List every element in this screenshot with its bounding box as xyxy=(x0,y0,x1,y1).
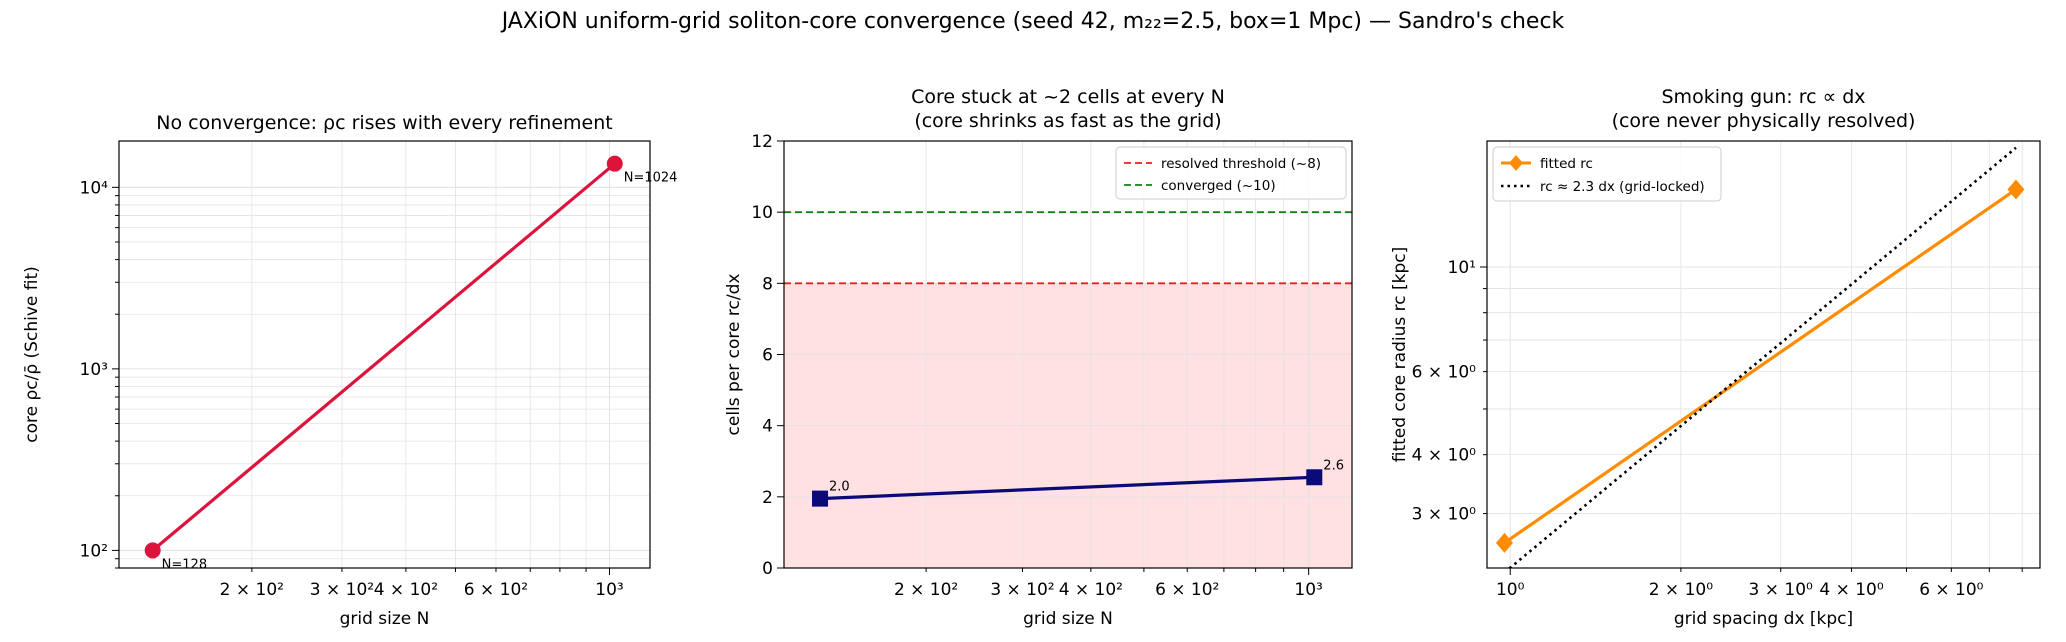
y-tick-label: 10³ xyxy=(80,360,108,380)
panel-rc-vs-dx: 10⁰ 2 × 10⁰ 3 × 10⁰ 4 × 10⁰ 6 × 10⁰ 3 × 10⁰ 4 … xyxy=(1390,86,2041,629)
y-tick-label: 10² xyxy=(80,541,108,561)
y-tick-label: 10¹ xyxy=(1448,258,1476,278)
series-0 xyxy=(1503,188,2017,545)
y-tick-label: 3 × 10⁰ xyxy=(1412,505,1476,525)
y-tick-label: 2 xyxy=(762,488,773,508)
y-tick-label: 0 xyxy=(762,559,773,579)
x-tick-label: 6 × 10² xyxy=(464,580,528,600)
legend-marker xyxy=(1509,155,1523,171)
series-line xyxy=(1507,146,2017,568)
axes-frame xyxy=(1486,140,2041,569)
grid xyxy=(1487,141,2040,568)
y-tick-label: 10 xyxy=(751,203,773,223)
series-0 xyxy=(819,475,1315,501)
panel-title-line: (core never physically resolved) xyxy=(1612,110,1916,132)
y-tick-label: 4 xyxy=(762,417,773,437)
x-tick-label: 2 × 10² xyxy=(894,580,958,600)
x-tick-label: 10³ xyxy=(595,580,623,600)
y-tick-label: 4 × 10⁰ xyxy=(1412,446,1476,466)
series-line xyxy=(1503,188,2017,545)
data-point xyxy=(812,490,829,507)
data-point xyxy=(1306,469,1323,486)
panel-title-line: Core stuck at ~2 cells at every N xyxy=(911,86,1225,108)
x-tick-label: 10⁰ xyxy=(1496,580,1525,600)
data-point xyxy=(1495,532,1513,553)
panel-title-line: (core shrinks as fast as the grid) xyxy=(914,110,1221,132)
legend-label: resolved threshold (~8) xyxy=(1161,156,1321,172)
data-point xyxy=(2007,179,2025,200)
point-annotation: N=1024 xyxy=(624,171,678,186)
series-line xyxy=(819,475,1315,501)
x-tick-label: 6 × 10² xyxy=(1155,580,1219,600)
x-tick-label: 10³ xyxy=(1294,580,1322,600)
panel-title: No convergence: ρc rises with every refi… xyxy=(156,112,612,134)
point-annotation: N=128 xyxy=(162,557,207,572)
axes-frame xyxy=(118,140,651,569)
x-tick-label: 2 × 10² xyxy=(220,580,284,600)
x-tick-label: 4 × 10⁰ xyxy=(1819,580,1883,600)
x-tick-label: 3 × 10² xyxy=(990,580,1054,600)
legend-label: converged (~10) xyxy=(1161,178,1276,194)
figure-suptitle: JAXiON uniform-grid soliton-core converg… xyxy=(500,9,1565,34)
point-annotation: 2.0 xyxy=(829,480,850,495)
legend-label: fitted rc xyxy=(1540,156,1593,172)
y-axis-label: core ρc/ρ̄ (Schive fit) xyxy=(22,266,42,442)
series-line xyxy=(151,162,616,552)
x-tick-label: 2 × 10⁰ xyxy=(1649,580,1713,600)
y-tick-label: 12 xyxy=(751,132,773,152)
x-tick-label: 3 × 10² xyxy=(310,580,374,600)
y-axis-label: cells per core rc/dx xyxy=(724,274,744,436)
data-point xyxy=(144,542,161,559)
grid xyxy=(119,141,650,568)
y-tick-label: 8 xyxy=(762,274,773,294)
x-tick-label: 4 × 10² xyxy=(1059,580,1123,600)
x-tick-label: 4 × 10² xyxy=(374,580,438,600)
legend-box xyxy=(1492,146,1722,202)
y-axis-label: fitted core radius rc [kpc] xyxy=(1390,247,1410,463)
x-tick-label: 6 × 10⁰ xyxy=(1919,580,1983,600)
y-tick-label: 10⁴ xyxy=(80,178,109,198)
legend-label: rc ≈ 2.3 dx (grid-locked) xyxy=(1540,179,1705,195)
series-0 xyxy=(151,162,616,552)
x-axis-label: grid spacing dx [kpc] xyxy=(1674,609,1853,629)
x-axis-label: grid size N xyxy=(340,609,430,629)
y-tick-label: 6 xyxy=(762,346,773,366)
x-tick-label: 3 × 10⁰ xyxy=(1749,580,1813,600)
panel-cells-per-core: 2.0 2.6 2 × 10² 3 × 10² 4 × 10² 6 × 10² 10³ 0 2 4… xyxy=(724,86,1353,629)
panel-title-line: Smoking gun: rc ∝ dx xyxy=(1662,86,1866,108)
panel-rho-vs-N: N=128 N=1024 2 × 10² 3 × 10² 4 × 10² 6 × 10² 1… xyxy=(22,112,677,629)
point-annotation: 2.6 xyxy=(1323,458,1344,473)
x-axis-label: grid size N xyxy=(1023,609,1113,629)
y-tick-label: 6 × 10⁰ xyxy=(1412,363,1476,383)
series-1 xyxy=(1507,146,2017,568)
legend-box xyxy=(1115,146,1347,200)
data-point xyxy=(606,155,623,172)
